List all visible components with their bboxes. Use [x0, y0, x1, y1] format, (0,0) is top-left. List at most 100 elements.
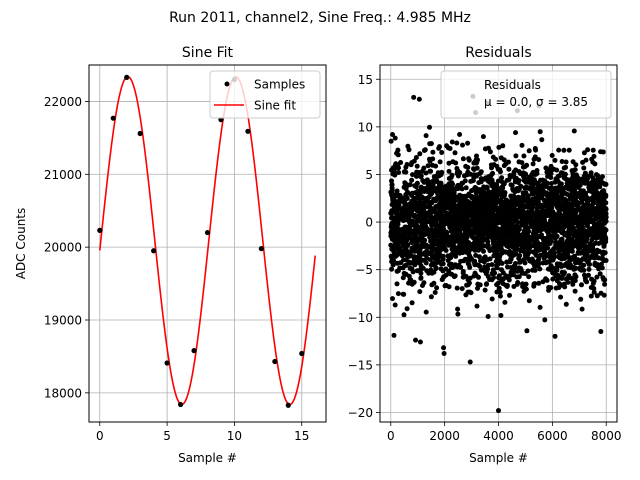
residual-point	[551, 166, 557, 172]
residual-point	[458, 264, 464, 270]
residual-point	[437, 159, 443, 165]
residual-point	[522, 260, 528, 266]
residual-point	[406, 259, 412, 265]
residual-point	[483, 204, 489, 210]
residual-point	[397, 213, 402, 218]
residual-point	[399, 240, 405, 246]
residual-point	[409, 245, 415, 251]
residual-point	[569, 187, 575, 193]
residual-point	[582, 202, 588, 208]
residual-point	[565, 264, 571, 270]
residual-point	[464, 203, 470, 208]
residual-point	[601, 192, 606, 198]
residual-point	[554, 265, 560, 270]
residual-outlier-point	[411, 94, 417, 100]
residual-point	[415, 260, 421, 265]
residual-point	[456, 205, 462, 211]
residual-point	[412, 201, 418, 207]
sine-fit-xlabel: Sample #	[178, 451, 237, 465]
residual-point	[497, 169, 503, 175]
residual-point	[585, 147, 591, 153]
residual-point	[418, 194, 424, 200]
residual-point	[474, 247, 480, 253]
residual-point	[392, 302, 398, 308]
residual-point	[458, 258, 464, 264]
residual-point	[517, 235, 523, 241]
residual-point	[578, 240, 584, 246]
residual-point	[403, 262, 409, 268]
residual-point	[490, 271, 496, 277]
sine-fit-xtick-label: 15	[294, 429, 309, 443]
residual-point	[571, 232, 577, 238]
residual-outlier-point	[598, 329, 604, 335]
residual-point	[405, 253, 411, 258]
residual-outlier-point	[496, 408, 501, 414]
residual-point	[559, 196, 565, 202]
residual-point	[600, 238, 606, 244]
residual-point	[585, 208, 591, 214]
residual-point	[463, 292, 469, 298]
residual-point	[455, 311, 461, 317]
residual-point	[573, 274, 579, 280]
residual-point	[566, 273, 572, 279]
residual-point	[558, 247, 564, 253]
residual-point	[392, 172, 398, 178]
residual-point	[550, 251, 556, 257]
sample-point	[97, 227, 103, 233]
residual-point	[537, 266, 543, 272]
residual-point	[426, 204, 432, 210]
residual-point	[424, 268, 430, 274]
sample-point	[124, 74, 130, 80]
residual-point	[601, 220, 607, 226]
residual-point	[428, 294, 434, 300]
residual-point	[487, 248, 493, 254]
residual-point	[519, 215, 525, 221]
residual-point	[509, 195, 515, 201]
residual-point	[600, 174, 605, 180]
residual-point	[506, 250, 512, 256]
residual-point	[503, 161, 509, 167]
residual-point	[556, 242, 562, 248]
residual-point	[600, 206, 606, 212]
residual-point	[390, 230, 396, 235]
residual-point	[460, 142, 465, 148]
residual-point	[469, 233, 475, 239]
residual-point	[408, 277, 414, 283]
residual-point	[389, 222, 395, 228]
residual-point	[523, 253, 528, 259]
residual-point	[454, 140, 460, 146]
residual-point	[576, 217, 582, 223]
residual-point	[428, 192, 434, 198]
residual-point	[561, 147, 567, 153]
sine-fit-title: Sine Fit	[182, 45, 234, 61]
residual-point	[595, 192, 600, 197]
residual-point	[441, 246, 447, 252]
residual-point	[537, 252, 543, 258]
sample-point	[191, 348, 197, 354]
residual-point	[603, 213, 609, 219]
residual-point	[538, 177, 544, 183]
residual-point	[476, 187, 482, 193]
residual-point	[412, 232, 418, 238]
residual-point	[537, 129, 543, 135]
residual-point	[444, 143, 450, 149]
residual-point	[594, 274, 600, 280]
residuals-xtick-label: 4000	[483, 429, 514, 443]
residual-point	[489, 197, 495, 203]
residual-point	[523, 248, 529, 254]
residual-point	[489, 183, 495, 189]
sample-point	[164, 360, 170, 366]
residual-point	[483, 199, 489, 205]
residual-point	[522, 223, 528, 228]
residual-point	[590, 159, 596, 165]
residual-point	[487, 218, 493, 224]
residuals-xtick-label: 8000	[591, 429, 622, 443]
residual-point	[460, 269, 466, 274]
residual-point	[414, 226, 420, 232]
residual-point	[450, 159, 456, 165]
residual-point	[500, 276, 506, 282]
residual-point	[389, 259, 395, 265]
residual-point	[435, 190, 440, 195]
residual-point	[422, 219, 427, 225]
residual-point	[389, 214, 395, 220]
